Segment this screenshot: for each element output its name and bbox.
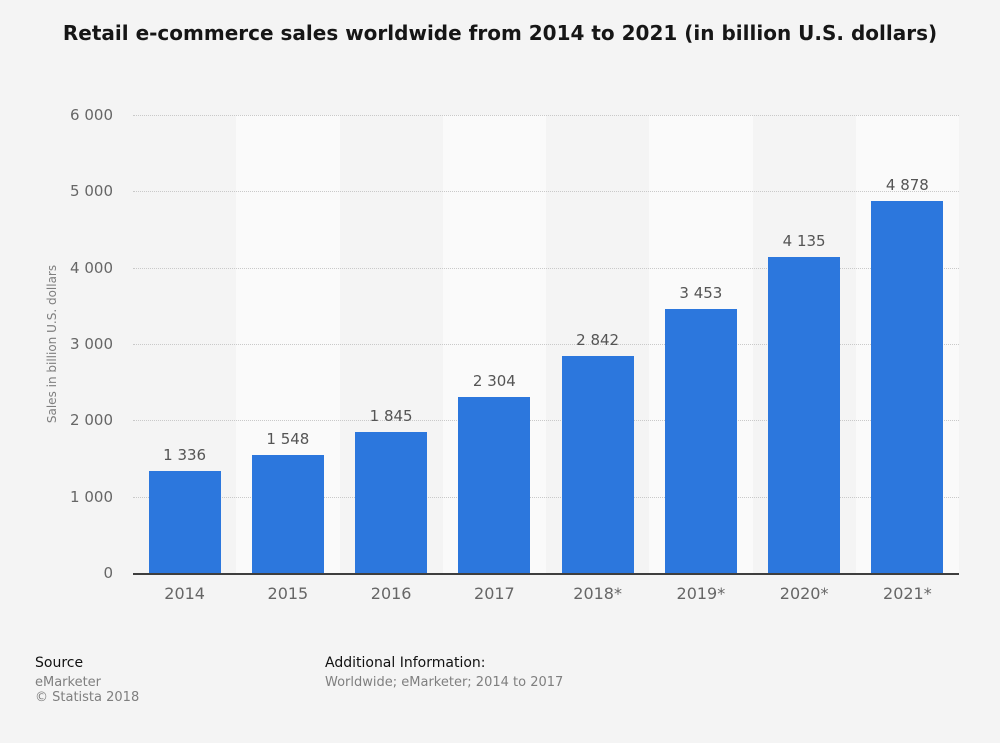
y-tick-label: 5 000 <box>70 182 113 201</box>
bar-2016[interactable] <box>355 432 428 573</box>
bar-2020*[interactable] <box>768 257 841 573</box>
bar-value-label: 4 135 <box>782 232 826 251</box>
gridline <box>133 496 959 498</box>
additional-information-block: Additional Information: Worldwide; eMark… <box>325 655 563 690</box>
plot-area: 1 336 1 548 1 845 2 304 2 842 3 453 4 135 4 878 <box>133 115 959 575</box>
y-tick-label: 2 000 <box>70 411 113 430</box>
x-tick-label-2018*: 2018* <box>573 584 622 603</box>
bar-2021*[interactable] <box>871 200 944 573</box>
additional-information-label: Additional Information: <box>325 655 486 671</box>
x-tick-label-2019*: 2019* <box>676 584 726 603</box>
x-tick-label-2016: 2016 <box>370 584 412 603</box>
source-name: eMarketer <box>35 675 102 690</box>
y-tick-label: 1 000 <box>70 487 113 506</box>
gridline <box>133 191 959 193</box>
x-tick-label-2017: 2017 <box>474 584 515 603</box>
bar-value-label: 1 845 <box>369 407 413 426</box>
gridline <box>133 344 959 345</box>
gridline <box>133 115 959 116</box>
x-tick-label-2015: 2015 <box>267 584 309 603</box>
x-tick-label-2021*: 2021* <box>883 584 932 603</box>
additional-information-text: Worldwide; eMarketer; 2014 to 2017 <box>325 675 564 690</box>
bar-value-label: 4 878 <box>885 175 929 194</box>
bar-2018*[interactable] <box>561 356 634 573</box>
y-tick-label: 4 000 <box>70 258 113 277</box>
chart-title: Retail e-commerce sales worldwide from 2… <box>62 21 938 45</box>
source-block: Source eMarketer © Statista 2018 <box>35 655 139 705</box>
bar-2017[interactable] <box>458 397 531 573</box>
bar-2019*[interactable] <box>664 309 737 573</box>
bar-value-label: 2 842 <box>576 331 620 350</box>
y-tick-label: 0 <box>103 564 113 582</box>
bar-value-label: 2 304 <box>472 372 516 391</box>
source-label: Source <box>35 655 84 671</box>
gridline <box>133 267 959 269</box>
bar-2015[interactable] <box>251 454 324 573</box>
x-tick-label-2014: 2014 <box>164 584 205 603</box>
y-tick-label: 6 000 <box>70 106 113 124</box>
bar-2014[interactable] <box>148 471 221 573</box>
copyright-notice: © Statista 2018 <box>35 690 140 705</box>
bar-value-label: 3 453 <box>679 284 723 303</box>
bar-value-label: 1 548 <box>266 429 310 448</box>
y-tick-label: 3 000 <box>70 335 113 353</box>
bar-value-label: 1 336 <box>163 446 207 465</box>
gridline <box>133 420 959 422</box>
x-tick-label-2020*: 2020* <box>779 584 829 603</box>
